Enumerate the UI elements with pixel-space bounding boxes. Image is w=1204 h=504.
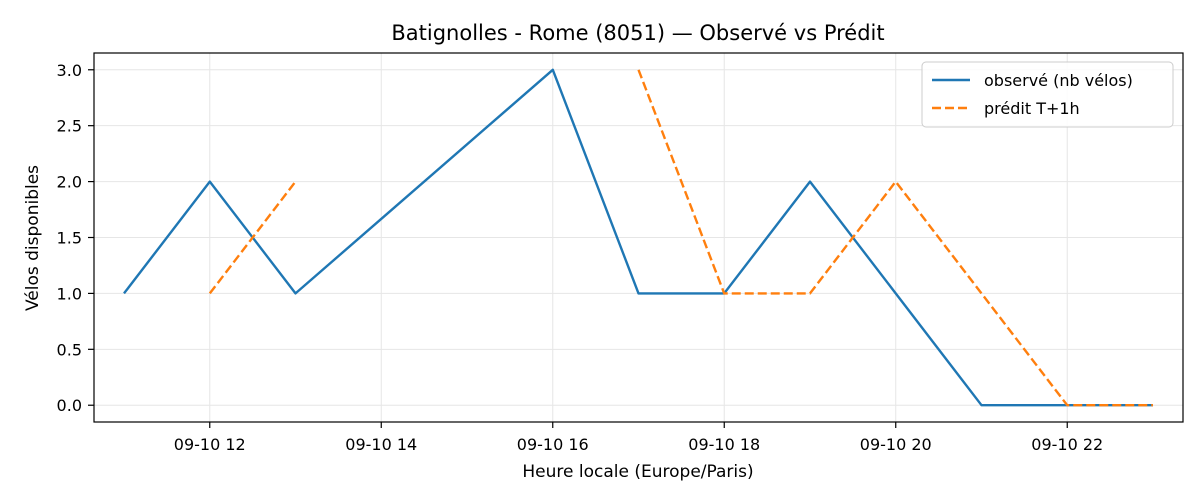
- series-line-predicted: [637, 69, 1153, 407]
- legend-predicted-label: prédit T+1h: [984, 99, 1080, 118]
- y-tick-label: 2.0: [57, 173, 82, 192]
- x-tick-label: 09-10 20: [860, 435, 932, 454]
- y-tick-label: 1.0: [57, 284, 82, 303]
- y-tick-label: 3.0: [57, 61, 82, 80]
- plot-series: [123, 68, 1153, 407]
- x-tick-label: 09-10 14: [345, 435, 417, 454]
- legend-observed-label: observé (nb vélos): [984, 71, 1133, 90]
- x-tick-label: 09-10 12: [174, 435, 246, 454]
- legend: observé (nb vélos) prédit T+1h: [921, 61, 1174, 128]
- y-axis-label: Vélos disponibles: [23, 165, 43, 311]
- series-line-predicted: [208, 180, 297, 295]
- y-tick-label: 0.0: [57, 396, 82, 415]
- y-tick-label: 1.5: [57, 229, 82, 248]
- x-tick-label: 09-10 18: [688, 435, 760, 454]
- legend-box: [921, 61, 1174, 128]
- x-axis-ticks: 09-10 12 09-10 14 09-10 16 09-10 18 09-10 20…: [174, 422, 1103, 454]
- x-tick-label: 09-10 22: [1031, 435, 1103, 454]
- y-tick-label: 2.5: [57, 117, 82, 136]
- chart-title: Batignolles - Rome (8051) — Observé vs P…: [391, 21, 884, 45]
- y-axis-ticks: 0.0 0.5 1.0 1.5 2.0 2.5 3.0: [57, 61, 94, 415]
- x-axis-label: Heure locale (Europe/Paris): [522, 462, 753, 482]
- y-tick-label: 0.5: [57, 340, 82, 359]
- x-tick-label: 09-10 16: [517, 435, 589, 454]
